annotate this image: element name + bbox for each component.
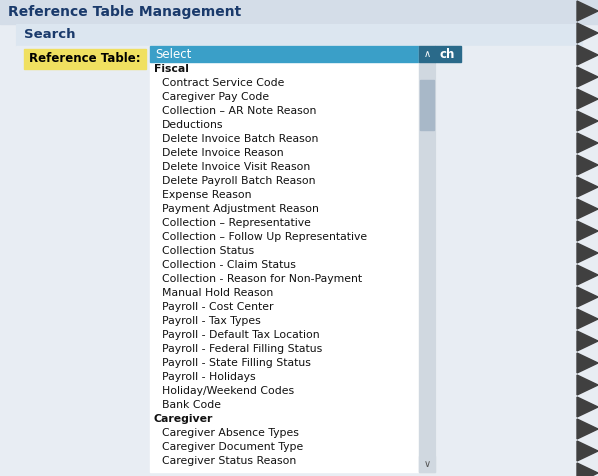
Bar (419, 46, 435, 62)
Polygon shape (577, 89, 598, 109)
Text: Collection - Reason for Non-Payment: Collection - Reason for Non-Payment (162, 274, 362, 284)
Polygon shape (577, 309, 598, 329)
Bar (420, 80, 434, 130)
Bar (419, 456, 435, 472)
Polygon shape (577, 221, 598, 241)
Text: Payment Adjustment Reason: Payment Adjustment Reason (162, 204, 319, 214)
Polygon shape (577, 67, 598, 87)
Bar (24, 49, 146, 69)
Text: Collection – Representative: Collection – Representative (162, 218, 311, 228)
Text: Reference Table:: Reference Table: (29, 52, 141, 66)
Text: Payroll - Federal Filling Status: Payroll - Federal Filling Status (162, 344, 322, 354)
Text: Delete Payroll Batch Reason: Delete Payroll Batch Reason (162, 176, 316, 186)
Text: Holiday/Weekend Codes: Holiday/Weekend Codes (162, 386, 294, 396)
Bar (16, 24, 582, 46)
Text: ∧: ∧ (423, 49, 431, 59)
Bar (419, 46, 435, 472)
Text: Collection – AR Note Reason: Collection – AR Note Reason (162, 106, 316, 116)
Text: Fiscal: Fiscal (154, 64, 189, 74)
Polygon shape (577, 155, 598, 175)
Text: ∨: ∨ (423, 459, 431, 469)
Polygon shape (577, 177, 598, 197)
Bar (150, 46, 435, 472)
Text: Bank Code: Bank Code (162, 400, 221, 410)
Text: Delete Invoice Batch Reason: Delete Invoice Batch Reason (162, 134, 318, 144)
Text: Search: Search (24, 29, 75, 41)
Text: Reference Table Management: Reference Table Management (8, 5, 241, 19)
Text: Payroll - Holidays: Payroll - Holidays (162, 372, 255, 382)
Polygon shape (577, 287, 598, 307)
Text: Expense Reason: Expense Reason (162, 190, 252, 200)
Text: Caregiver: Caregiver (154, 414, 213, 424)
Text: Caregiver Document Type: Caregiver Document Type (162, 442, 303, 452)
Text: Deductions: Deductions (162, 120, 224, 130)
Text: Caregiver Pay Code: Caregiver Pay Code (162, 92, 269, 102)
Text: Caregiver Absence Types: Caregiver Absence Types (162, 428, 299, 438)
Text: Collection – Follow Up Representative: Collection – Follow Up Representative (162, 232, 367, 242)
Polygon shape (577, 265, 598, 285)
Text: Collection Status: Collection Status (162, 246, 254, 256)
Bar (435, 46, 461, 62)
Polygon shape (577, 397, 598, 417)
Polygon shape (577, 1, 598, 21)
Text: Caregiver Status Reason: Caregiver Status Reason (162, 456, 296, 466)
Polygon shape (577, 375, 598, 395)
Polygon shape (577, 419, 598, 439)
Bar (0, 0, 598, 24)
Text: Delete Invoice Visit Reason: Delete Invoice Visit Reason (162, 162, 310, 172)
Polygon shape (577, 23, 598, 43)
Polygon shape (577, 243, 598, 263)
Text: Payroll - Tax Types: Payroll - Tax Types (162, 316, 261, 326)
Polygon shape (577, 331, 598, 351)
Polygon shape (577, 45, 598, 65)
Polygon shape (577, 353, 598, 373)
Bar (16, 46, 582, 72)
Text: Collection - Claim Status: Collection - Claim Status (162, 260, 296, 270)
Text: Manual Hold Reason: Manual Hold Reason (162, 288, 273, 298)
Bar (150, 46, 419, 62)
Text: Payroll - State Filling Status: Payroll - State Filling Status (162, 358, 311, 368)
Polygon shape (577, 441, 598, 461)
Text: Delete Invoice Reason: Delete Invoice Reason (162, 148, 283, 158)
Text: ch: ch (440, 48, 455, 60)
Polygon shape (577, 463, 598, 476)
Polygon shape (577, 199, 598, 219)
Text: Payroll - Default Tax Location: Payroll - Default Tax Location (162, 330, 319, 340)
Text: Select: Select (155, 48, 191, 60)
Text: Contract Service Code: Contract Service Code (162, 78, 285, 88)
Polygon shape (577, 111, 598, 131)
Text: Payroll - Cost Center: Payroll - Cost Center (162, 302, 273, 312)
Polygon shape (577, 133, 598, 153)
